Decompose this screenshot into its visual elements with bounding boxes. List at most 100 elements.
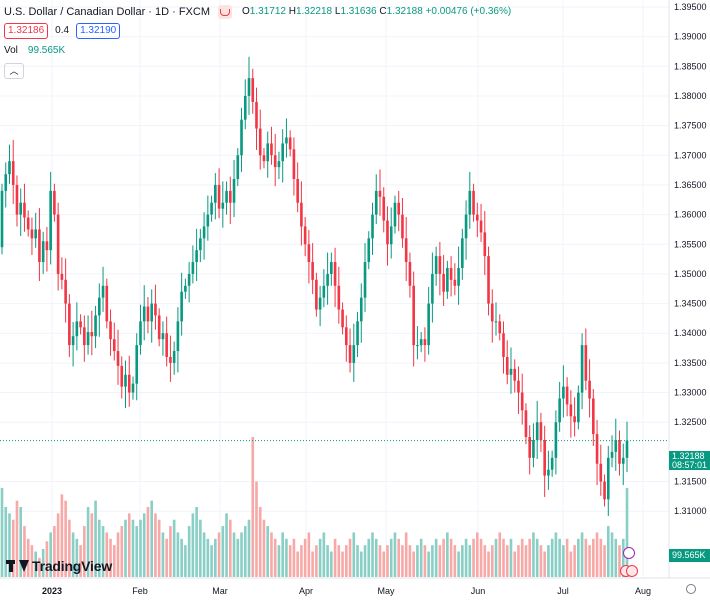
candle-body [543, 440, 546, 476]
volume-bar [83, 526, 86, 577]
candle-body [322, 285, 326, 298]
candle-body [15, 184, 19, 215]
sell-button[interactable]: 1.32186 [4, 23, 49, 39]
candle-body [490, 303, 494, 322]
candle-body [277, 161, 281, 168]
current-price-tag: 1.32188 08:57:01 [669, 451, 710, 470]
volume-bar [53, 526, 56, 577]
candle-body [41, 241, 45, 263]
candle-body [251, 78, 255, 102]
volume-bar [606, 526, 610, 577]
price-tick-label: 1.38000 [674, 91, 707, 101]
volume-bar [610, 532, 614, 577]
candle-body [53, 190, 56, 215]
candle-body [135, 345, 139, 384]
time-tick-label: Apr [299, 586, 313, 596]
candle-body [154, 303, 157, 316]
volume-bar [49, 532, 52, 577]
volume-bar [161, 532, 165, 577]
price-axis[interactable]: 1.39500 1.39000 1.38500 1.38000 1.37500 1.370… [674, 2, 707, 516]
candle-body [285, 137, 288, 144]
candle-body [217, 184, 221, 209]
dividend-event-icon[interactable] [623, 547, 635, 559]
volume-bar [513, 551, 517, 577]
candle-body [191, 262, 195, 274]
price-tick-label: 1.34500 [674, 299, 707, 309]
candle-body [614, 440, 618, 452]
candle-body [307, 244, 311, 263]
candle-body [68, 303, 71, 346]
candle-body [169, 356, 172, 363]
candle-body [180, 291, 183, 322]
candle-body [232, 179, 236, 203]
volume-bar [68, 519, 71, 577]
volume-bar [142, 513, 146, 577]
candle-body [131, 383, 135, 393]
volume-bar [4, 507, 8, 577]
price-tick-label: 1.38500 [674, 61, 707, 71]
candle-body [86, 332, 90, 346]
volume-bar [19, 507, 23, 577]
candle-body [573, 416, 576, 423]
flag-event-icon-2[interactable] [626, 565, 638, 577]
candle-body [94, 315, 97, 337]
candle-body [550, 457, 554, 470]
candle-body [127, 374, 131, 393]
candle-body [404, 238, 408, 263]
volume-bar [577, 538, 580, 577]
candle-body [195, 250, 198, 263]
candle-body [247, 78, 251, 96]
volume-bar [505, 545, 509, 577]
volume-bar [573, 545, 576, 577]
gear-icon[interactable] [686, 584, 696, 594]
candle-body [281, 143, 284, 162]
candle-body [449, 267, 453, 280]
candle-body [116, 351, 120, 366]
price-tick-label: 1.35500 [674, 239, 707, 249]
volume-bar [565, 538, 569, 577]
ohlc-values: O1.31712 H1.32218 L1.31636 C1.32188 +0.0… [242, 6, 512, 17]
candle-body [120, 365, 124, 387]
volume-bar [599, 538, 603, 577]
candle-body [475, 214, 479, 221]
candle-body [457, 267, 460, 286]
volume-bar [408, 545, 412, 577]
candle-body [528, 437, 532, 458]
candle-body [461, 238, 464, 268]
candle-body [273, 155, 277, 168]
volume-bar [105, 532, 109, 577]
candle-body [487, 256, 490, 304]
volume-bar [472, 538, 475, 577]
volume-bar [423, 545, 427, 577]
volume-bar [479, 538, 483, 577]
volume-bar [232, 532, 236, 577]
price-tick-label: 1.32500 [674, 417, 707, 427]
volume-bar [389, 538, 393, 577]
candle-body [214, 184, 217, 203]
volume-bar [23, 526, 26, 577]
candle-body [326, 273, 329, 286]
volume-bar [446, 532, 449, 577]
volume-bar [517, 545, 520, 577]
chevron-up-icon[interactable]: ︿ [4, 63, 24, 79]
volume-bar [580, 532, 584, 577]
buy-button[interactable]: 1.32190 [76, 23, 121, 39]
candle-body [345, 327, 348, 346]
candle-body [359, 297, 363, 322]
candle-body [348, 345, 352, 363]
volume-bar [176, 532, 180, 577]
volume-bar [214, 538, 217, 577]
tradingview-logo[interactable]: TradingView [6, 558, 112, 574]
magnet-icon[interactable] [218, 5, 233, 19]
time-axis[interactable]: 2023 Feb Mar Apr May Jun Jul Aug [42, 586, 651, 596]
symbol-title[interactable]: U.S. Dollar / Canadian Dollar · 1D · FXC… [4, 6, 211, 18]
volume-bar [202, 532, 206, 577]
volume-bar [311, 551, 314, 577]
volume-bar [11, 519, 15, 577]
volume-bar [273, 538, 277, 577]
candle-body [38, 229, 41, 263]
candle-body [266, 143, 270, 162]
candle-body [270, 143, 273, 156]
volume-bar [75, 538, 79, 577]
